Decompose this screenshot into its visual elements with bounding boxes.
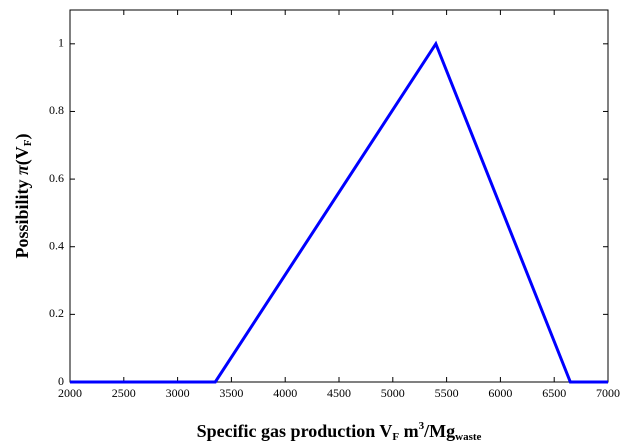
x-tick-label: 4000 (273, 386, 297, 400)
y-tick-label: 0.4 (49, 238, 64, 252)
y-label-part: Possibility (12, 175, 32, 259)
x-tick-label: 2000 (58, 386, 82, 400)
x-label-part: 3 (419, 420, 425, 432)
x-tick-label: 7000 (596, 386, 620, 400)
data-line (70, 40, 608, 384)
x-axis-label: Specific gas production VF m3/Mgwaste (197, 420, 482, 443)
x-label-part: Specific gas production V (197, 421, 393, 441)
y-label-part: F (22, 139, 34, 146)
x-tick-label: 6000 (488, 386, 512, 400)
y-tick-label: 0.8 (49, 103, 64, 117)
x-tick-label: 3000 (166, 386, 190, 400)
y-label-part: ) (12, 133, 33, 139)
x-tick-label: 6500 (542, 386, 566, 400)
y-axis-label: Possibility π(VF) (12, 133, 33, 258)
x-label-part: /Mg (423, 421, 455, 441)
y-tick-label: 0 (58, 374, 64, 388)
y-tick-label: 1 (58, 36, 64, 50)
y-label-part: (V (12, 146, 33, 165)
y-tick-label: 0.2 (49, 306, 64, 320)
x-tick-label: 3500 (219, 386, 243, 400)
x-label-part: F (392, 431, 399, 443)
y-tick-label: 0.6 (49, 171, 64, 185)
x-tick-label: 5500 (435, 386, 459, 400)
y-label-part: π (12, 164, 32, 175)
x-label-part: m (399, 421, 419, 441)
x-label-part: waste (455, 431, 481, 443)
plot-frame (69, 9, 609, 383)
x-tick-label: 2500 (112, 386, 136, 400)
x-tick-label: 5000 (381, 386, 405, 400)
x-tick-label: 4500 (327, 386, 351, 400)
